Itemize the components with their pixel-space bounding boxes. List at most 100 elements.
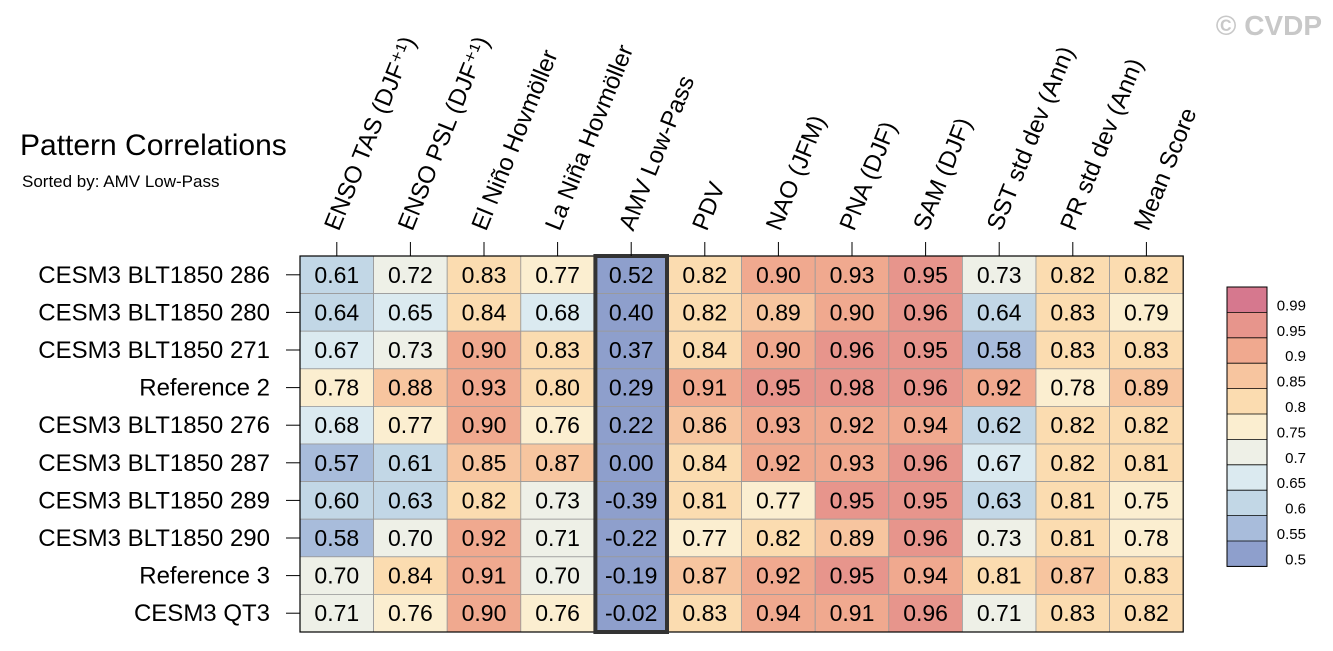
heatmap-cell [299, 405, 374, 445]
heatmap-cell [667, 556, 742, 595]
heatmap-cell [741, 481, 816, 520]
heatmap-cell [741, 330, 816, 370]
heatmap-cell [1109, 330, 1184, 370]
cell-value-label: 0.64 [314, 299, 359, 325]
cell-value-label: 0.94 [903, 563, 948, 589]
heatmap-cell [667, 368, 742, 407]
cell-value-label: 0.96 [903, 525, 948, 551]
cell-value-label: 0.88 [388, 375, 433, 401]
heatmap-cell [446, 518, 522, 558]
cell-value-label: 0.95 [903, 337, 948, 363]
cell-value-label: 0.65 [388, 299, 433, 325]
heatmap-cell [299, 443, 374, 482]
column-header: PNA (DJF) [835, 118, 903, 234]
heatmap-cell [814, 255, 890, 294]
heatmap-cell [520, 368, 595, 407]
cell-value-label: 0.84 [388, 563, 433, 589]
row-label: CESM3 BLT1850 271 [38, 337, 270, 364]
colorbar-tick-label: 0.6 [1285, 501, 1306, 518]
heatmap-cell [741, 368, 816, 407]
cell-value-label: 0.81 [682, 487, 727, 513]
heatmap-cell [667, 405, 742, 445]
row-label: Reference 3 [139, 563, 270, 590]
cell-value-label: 0.76 [535, 412, 580, 438]
heatmap-grid: 0.61 0.72 0.83 0.77 0.52 0.82 0.90 0.93 0.95 0.73… [38, 33, 1203, 634]
cell-value-label: -0.22 [605, 525, 657, 551]
cell-value-label: 0.60 [314, 487, 359, 513]
column-header: AMV Low-Pass [614, 72, 700, 234]
heatmap-cell [814, 556, 890, 595]
cell-value-label: 0.91 [462, 563, 507, 589]
heatmap-cell [741, 443, 816, 482]
heatmap-cell [1109, 481, 1184, 520]
cell-value-label: 0.95 [903, 487, 948, 513]
cell-value-label: 0.83 [1050, 600, 1095, 626]
heatmap-cell [962, 293, 1037, 332]
cell-value-label: 0.92 [830, 412, 875, 438]
heatmap-cell [814, 405, 890, 445]
heatmap-cell [962, 368, 1037, 407]
cell-value-label: 0.82 [1050, 450, 1095, 476]
colorbar-swatch [1227, 414, 1267, 440]
column-header: Mean Score [1129, 104, 1203, 234]
heatmap-cell [962, 518, 1037, 558]
colorbar-tick-label: 0.65 [1277, 475, 1306, 492]
cell-value-label: 0.77 [535, 262, 580, 288]
cell-value-label: 0.73 [388, 337, 433, 363]
cell-value-label: 0.70 [388, 525, 433, 551]
heatmap-cell [962, 481, 1037, 520]
colorbar-tick-label: 0.5 [1285, 551, 1306, 568]
cell-value-label: 0.90 [462, 412, 507, 438]
heatmap-cell [373, 481, 448, 520]
row-label: Reference 2 [139, 375, 270, 402]
heatmap-cell [373, 556, 448, 595]
colorbar: 0.99 0.95 0.9 0.85 0.8 0.75 0.7 0.65 0.6 0.55 0.5 [1226, 286, 1306, 568]
heatmap-cell [741, 556, 816, 595]
heatmap-cell [520, 481, 595, 520]
heatmap-cell [962, 594, 1037, 633]
heatmap-cell [373, 293, 448, 332]
cell-value-label: 0.83 [1050, 299, 1095, 325]
row-label: CESM3 BLT1850 286 [38, 262, 270, 289]
cell-value-label: 0.86 [682, 412, 727, 438]
cell-value-label: 0.77 [388, 412, 433, 438]
heatmap-cell [1035, 481, 1110, 520]
cell-value-label: 0.82 [1124, 600, 1169, 626]
cell-value-label: -0.02 [605, 600, 657, 626]
cell-value-label: 0.94 [756, 600, 801, 626]
heatmap-cell [446, 330, 522, 370]
cell-value-label: 0.92 [756, 563, 801, 589]
cell-value-label: 0.29 [609, 375, 654, 401]
cell-value-label: 0.82 [682, 299, 727, 325]
colorbar-swatch [1227, 337, 1267, 364]
row-label: CESM3 QT3 [134, 600, 270, 627]
column-header: NAO (JFM) [761, 112, 831, 235]
heatmap-cell [520, 255, 595, 294]
row-label: CESM3 BLT1850 290 [38, 525, 270, 552]
cell-value-label: 0.61 [388, 450, 433, 476]
cell-value-label: 0.96 [903, 450, 948, 476]
heatmap-cell [594, 594, 669, 633]
heatmap-cell [520, 330, 595, 370]
colorbar-swatch [1227, 363, 1267, 389]
cell-value-label: 0.00 [609, 450, 654, 476]
heatmap-cell [741, 594, 816, 633]
heatmap-frame [299, 255, 1184, 633]
cell-value-label: 0.82 [1124, 412, 1169, 438]
heatmap-cell [741, 293, 816, 332]
heatmap-cell [446, 556, 522, 595]
cell-value-label: 0.81 [977, 563, 1022, 589]
heatmap-cell [814, 443, 890, 482]
row-label: CESM3 BLT1850 276 [38, 412, 270, 439]
cell-value-label: 0.70 [535, 563, 580, 589]
cell-value-label: 0.63 [388, 487, 433, 513]
column-header: PDV [687, 178, 731, 234]
heatmap-cell [1035, 293, 1110, 332]
cell-value-label: 0.58 [314, 525, 359, 551]
cell-value-label: 0.92 [462, 525, 507, 551]
colorbar-swatch [1227, 287, 1267, 313]
cell-value-label: 0.96 [903, 299, 948, 325]
heatmap-cell [667, 443, 742, 482]
heatmap-cell [741, 405, 816, 445]
cell-value-label: 0.93 [462, 375, 507, 401]
